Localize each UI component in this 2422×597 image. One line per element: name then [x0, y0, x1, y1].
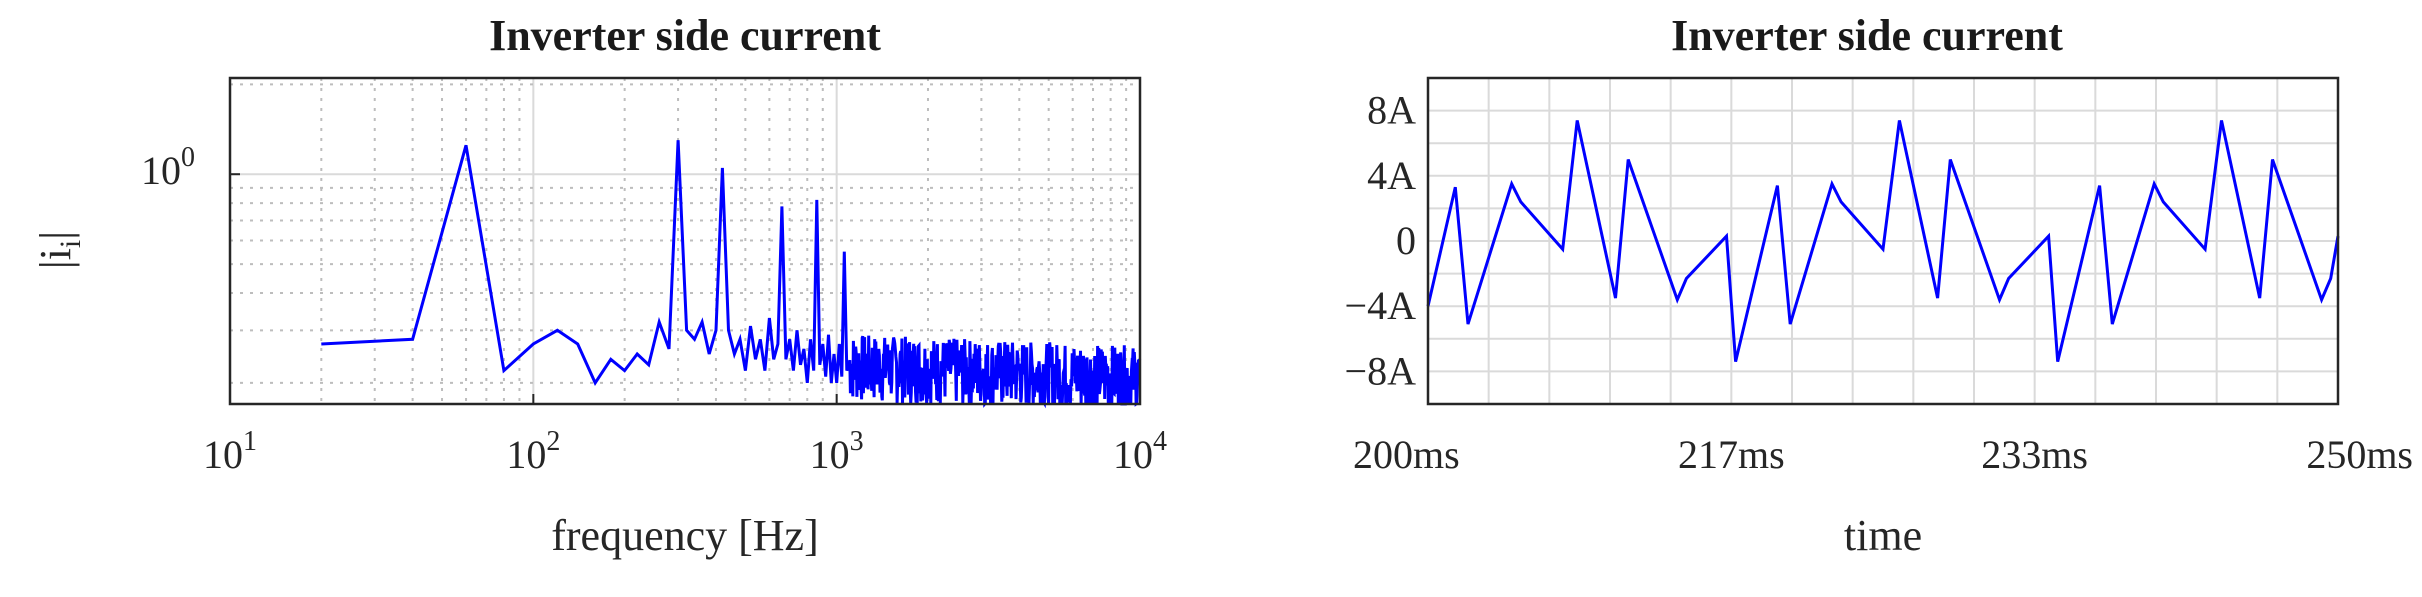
right-x-ticks: 200ms 217ms 233ms 250ms — [1353, 432, 2413, 477]
right-y-tick-label: 4A — [1367, 153, 1416, 198]
left-chart-title: Inverter side current — [489, 11, 881, 60]
right-panel: Inverter side current 200ms 217ms 233ms 250… — [1345, 11, 2413, 560]
right-series-line — [1426, 120, 2340, 362]
right-x-tick-label: 200ms — [1353, 432, 1460, 477]
right-y-tick-label: −8A — [1345, 348, 1417, 393]
left-y-ticks: 100 — [141, 142, 240, 193]
right-y-ticks: 8A 4A 0 −4A −8A — [1345, 88, 1417, 394]
right-y-tick-label: −4A — [1345, 283, 1417, 328]
left-axes-box — [228, 76, 1142, 406]
right-y-tick-label: 0 — [1396, 218, 1416, 263]
left-x-tick-label: 103 — [810, 426, 864, 477]
right-axes-box — [1426, 76, 2340, 406]
left-series-line — [321, 140, 1142, 409]
right-x-tick-label: 233ms — [1981, 432, 2088, 477]
left-x-tick-label: 104 — [1113, 426, 1167, 477]
right-chart-title: Inverter side current — [1671, 11, 2063, 60]
right-y-tick-label: 8A — [1367, 88, 1416, 133]
left-x-ticks: 101 102 103 104 — [203, 394, 1167, 477]
left-y-tick-label: 100 — [141, 142, 195, 193]
left-x-tick-label: 102 — [506, 426, 560, 477]
right-x-axis-label: time — [1844, 511, 1922, 560]
left-x-tick-label: 101 — [203, 426, 257, 477]
right-x-tick-label: 250ms — [2306, 432, 2413, 477]
left-y-axis-label: |ii| — [31, 231, 87, 269]
right-x-tick-label: 217ms — [1678, 432, 1785, 477]
left-x-axis-label: frequency [Hz] — [551, 511, 819, 560]
left-panel: Inverter side current 101 102 103 104 100 f… — [31, 11, 1167, 560]
